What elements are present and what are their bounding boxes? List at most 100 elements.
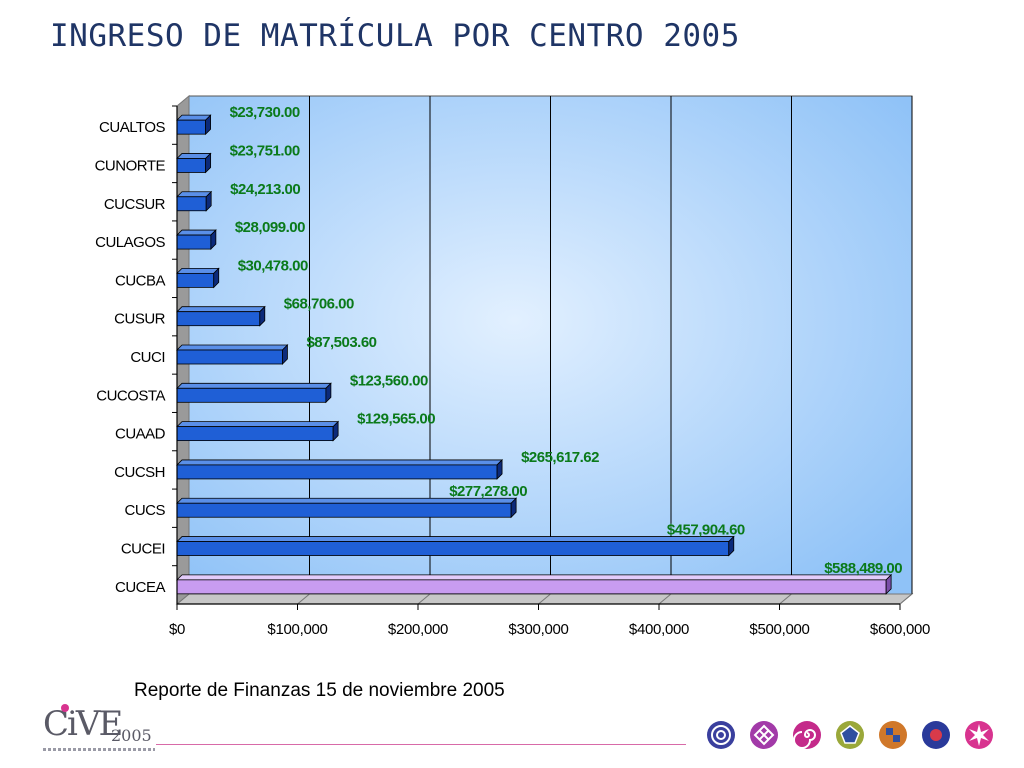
- bar-side: [332, 420, 339, 442]
- value-label: $24,213.00: [230, 181, 300, 198]
- bar-side: [205, 152, 212, 174]
- value-label: $87,503.60: [306, 334, 376, 351]
- value-label: $30,478.00: [238, 257, 308, 274]
- value-label: $23,730.00: [230, 104, 300, 121]
- bar: [176, 573, 893, 595]
- value-label: $129,565.00: [357, 411, 435, 428]
- bar: [176, 344, 289, 365]
- category-label: CUCSH: [114, 464, 165, 481]
- bar-front: [176, 502, 512, 518]
- footer-report-text: Reporte de Finanzas 15 de noviembre 2005: [134, 680, 505, 701]
- bar-top: [176, 421, 340, 428]
- category-label: CUCS: [124, 502, 165, 519]
- bar-front: [176, 579, 887, 595]
- bar-front: [176, 387, 327, 403]
- bar-side: [885, 573, 892, 595]
- bar: [176, 420, 340, 442]
- bar-side: [210, 229, 217, 251]
- category-label: CULAGOS: [95, 234, 165, 251]
- x-tick-label: $300,000: [508, 621, 568, 638]
- pentagon-icon: [835, 720, 865, 750]
- bar-side: [510, 497, 517, 519]
- cive-logo: CiVE 2005: [40, 700, 160, 760]
- bar-top: [176, 382, 332, 389]
- bar-top: [176, 306, 266, 313]
- bar-top: [176, 536, 735, 542]
- diamond-cross-icon: [749, 720, 779, 750]
- bar-top: [176, 191, 213, 198]
- value-label: $28,099.00: [235, 219, 305, 236]
- value-label: $457,904.60: [667, 522, 745, 539]
- x-tick-label: $400,000: [629, 621, 689, 638]
- floor-gridline: [297, 593, 310, 605]
- logo-dot: [61, 704, 69, 712]
- category-label: CUALTOS: [99, 119, 165, 136]
- bar-top: [176, 459, 504, 466]
- logo-year: 2005: [111, 726, 152, 745]
- bar-front: [176, 272, 215, 288]
- checker-icon: [878, 720, 908, 750]
- page-title: INGRESO DE MATRÍCULA POR CENTRO 2005: [50, 18, 740, 54]
- icon-row: [706, 720, 994, 752]
- bar-side: [728, 535, 735, 557]
- bar-front: [176, 158, 207, 173]
- floor-gridline: [779, 593, 792, 605]
- value-label: $277,278.00: [449, 483, 527, 500]
- bar: [176, 267, 220, 289]
- logo-tagline: [43, 748, 155, 751]
- bar-front: [176, 196, 207, 212]
- bar-top: [176, 114, 212, 121]
- bar-top: [176, 229, 217, 236]
- bar-chart: CUALTOS $23,730.00 CUNORTE $23,751.00 CUCSUR…: [95, 94, 930, 638]
- bar-side: [325, 382, 332, 404]
- category-label: CUCBA: [115, 272, 166, 289]
- bar: [176, 497, 518, 519]
- bar-side: [282, 344, 288, 365]
- floor-gridline: [417, 593, 431, 605]
- bar-front: [176, 541, 730, 556]
- x-tick-label: $600,000: [870, 621, 930, 638]
- bar-front: [176, 311, 261, 327]
- category-label: CUNORTE: [95, 157, 166, 174]
- bar: [176, 152, 212, 174]
- category-label: CUCEA: [115, 579, 166, 596]
- value-label: $588,489.00: [824, 560, 902, 577]
- category-label: CUCEI: [121, 541, 165, 558]
- dot-icon: [921, 720, 951, 750]
- floor-gridline: [538, 593, 551, 605]
- bar-top: [176, 344, 289, 351]
- bar-front: [176, 234, 212, 250]
- value-label: $123,560.00: [350, 372, 428, 389]
- target-icon: [706, 720, 736, 750]
- bar: [176, 535, 735, 557]
- bar-top: [176, 267, 220, 274]
- bar-side: [205, 114, 211, 136]
- category-label: CUSUR: [114, 311, 166, 328]
- bar-side: [205, 190, 212, 212]
- bar-side: [259, 305, 266, 327]
- bar-side: [213, 267, 220, 289]
- spiral-icon: [792, 720, 822, 750]
- x-tick-label: $500,000: [749, 621, 809, 638]
- x-tick-label: $0: [169, 621, 185, 638]
- bar: [176, 229, 217, 251]
- bar: [176, 458, 504, 480]
- bar: [176, 190, 213, 212]
- bar: [176, 382, 332, 404]
- bar-front: [176, 349, 283, 365]
- value-label: $68,706.00: [284, 296, 354, 313]
- bar-top: [176, 153, 212, 159]
- floor-gridline: [899, 593, 913, 605]
- category-label: CUCI: [130, 349, 165, 366]
- bar-front: [176, 464, 498, 480]
- floor-gridline: [658, 593, 672, 605]
- value-label: $23,751.00: [230, 142, 300, 159]
- bar-front: [176, 426, 334, 442]
- value-label: $265,617.62: [521, 449, 599, 466]
- category-label: CUCOSTA: [96, 387, 165, 404]
- category-label: CUAAD: [115, 426, 166, 443]
- footer-divider: [156, 744, 686, 745]
- bar-front: [176, 119, 206, 135]
- starburst-icon: [964, 720, 994, 750]
- bar-side: [496, 458, 503, 480]
